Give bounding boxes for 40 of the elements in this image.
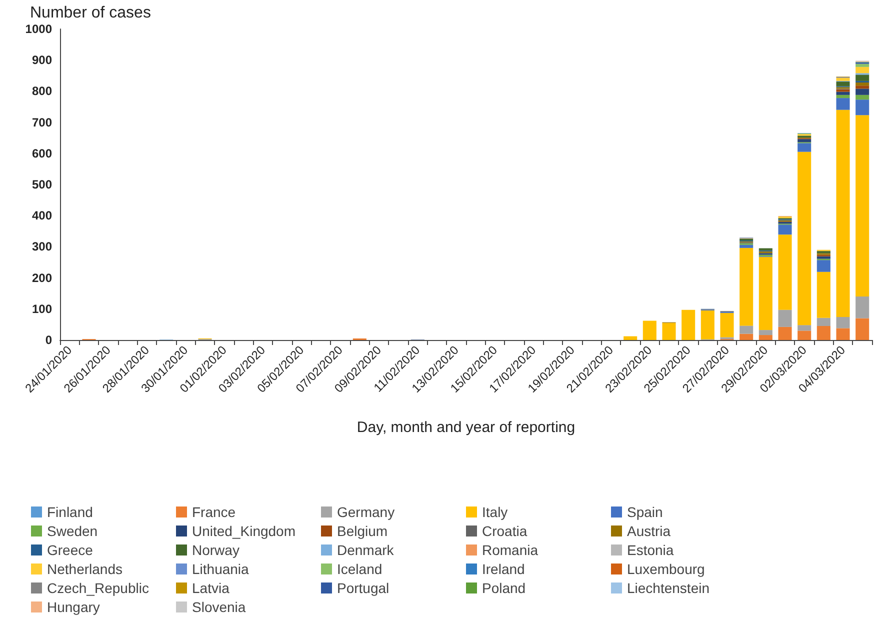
y-tick-label: 700 xyxy=(32,115,52,130)
legend-label: Romania xyxy=(482,542,538,558)
legend-label: Ireland xyxy=(482,561,525,577)
legend-label: Slovenia xyxy=(192,599,246,615)
legend-label: Italy xyxy=(482,504,508,520)
y-tick-label: 300 xyxy=(32,240,52,254)
legend-label: Poland xyxy=(482,580,526,596)
legend-label: Croatia xyxy=(482,523,528,539)
y-tick-label: 200 xyxy=(32,270,52,285)
y-tick-label: 500 xyxy=(32,178,52,192)
legend-label: Liechtenstein xyxy=(627,580,710,596)
legend-label: Lithuania xyxy=(192,561,250,577)
legend-label: Norway xyxy=(192,542,240,558)
y-tick-label: 800 xyxy=(32,84,52,98)
y-tick-label: 0 xyxy=(45,333,52,347)
x-axis-title: Day, month and year of reporting xyxy=(356,419,576,436)
legend-label: Latvia xyxy=(192,580,230,596)
legend-label: Denmark xyxy=(337,542,395,558)
legend-label: United_Kingdom xyxy=(192,523,296,539)
legend-label: Estonia xyxy=(627,542,674,558)
legend-label: France xyxy=(192,504,236,520)
legend-label: Czech_Republic xyxy=(47,580,149,596)
legend-label: Portugal xyxy=(337,580,390,596)
y-tick-label: 600 xyxy=(32,146,52,160)
legend-label: Greece xyxy=(47,542,94,558)
legend-label: Netherlands xyxy=(47,561,122,577)
legend-label: Austria xyxy=(627,523,671,539)
legend-label: Luxembourg xyxy=(627,561,705,577)
legend-label: Sweden xyxy=(47,523,98,539)
y-tick-label: 400 xyxy=(32,208,52,223)
y-axis-title: Number of cases xyxy=(30,4,151,22)
legend-label: Hungary xyxy=(47,599,100,615)
legend-label: Finland xyxy=(47,504,93,520)
y-tick-label: 1000 xyxy=(25,22,52,36)
legend-label: Belgium xyxy=(337,523,388,539)
y-tick-label: 100 xyxy=(32,302,52,316)
legend-label: Spain xyxy=(627,504,663,520)
legend-label: Iceland xyxy=(337,561,382,577)
y-tick-label: 900 xyxy=(32,53,52,68)
legend-label: Germany xyxy=(337,504,395,520)
